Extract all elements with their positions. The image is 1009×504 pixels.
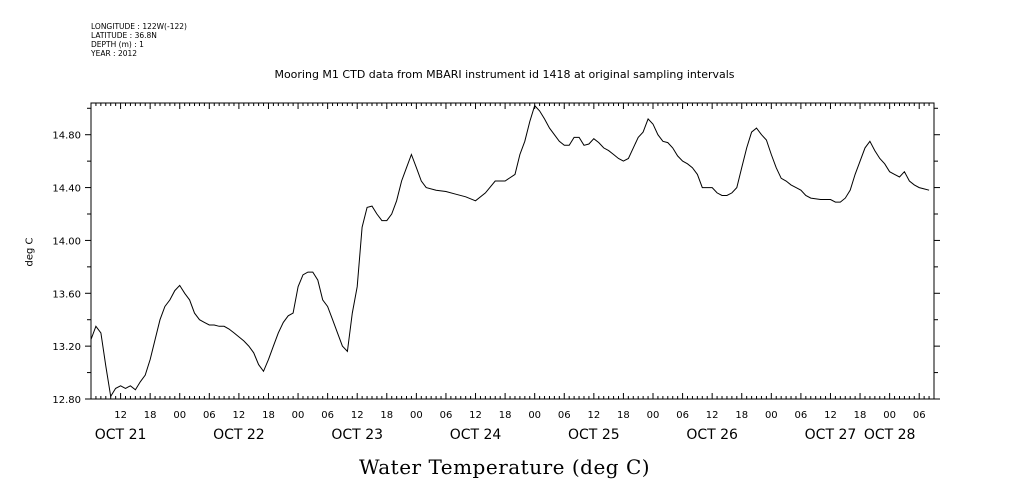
x-hour-label: 00 <box>173 410 186 421</box>
header-depth: DEPTH (m) : 1 <box>91 40 144 49</box>
series-line-water-temperature <box>90 104 930 398</box>
x-day-label: OCT 28 <box>864 427 916 443</box>
x-hour-label: 12 <box>233 410 246 421</box>
x-hour-label: 18 <box>144 410 157 421</box>
x-hour-label: 12 <box>824 410 837 421</box>
x-hour-label: 12 <box>469 410 482 421</box>
x-hour-label: 18 <box>262 410 275 421</box>
x-hour-label: 00 <box>410 410 423 421</box>
x-day-label: OCT 21 <box>95 427 147 443</box>
y-tick-label: 13.20 <box>52 342 81 353</box>
y-tick-label: 14.40 <box>52 184 81 195</box>
header-year: YEAR : 2012 <box>91 49 138 58</box>
y-tick-label: 12.80 <box>52 395 81 406</box>
y-axis-label: deg C <box>24 237 36 267</box>
x-hour-label: 18 <box>735 410 748 421</box>
x-hour-label: 18 <box>380 410 393 421</box>
x-hour-label: 06 <box>440 410 453 421</box>
x-day-label: OCT 24 <box>450 427 502 443</box>
x-hour-label: 00 <box>647 410 660 421</box>
x-hour-label: 12 <box>587 410 600 421</box>
x-hour-label: 12 <box>706 410 719 421</box>
x-day-label: OCT 23 <box>331 427 383 443</box>
x-hour-label: 18 <box>499 410 512 421</box>
x-hour-label: 00 <box>883 410 896 421</box>
x-hour-label: 18 <box>617 410 630 421</box>
x-day-label: OCT 27 <box>805 427 857 443</box>
y-tick-label: 14.00 <box>52 236 81 247</box>
x-hour-label: 06 <box>913 410 926 421</box>
x-hour-label: 18 <box>854 410 867 421</box>
header-latitude: LATITUDE : 36.8N <box>91 31 157 40</box>
plot-frame <box>90 102 935 400</box>
x-hour-label: 06 <box>676 410 689 421</box>
chart-title: Mooring M1 CTD data from MBARI instrumen… <box>274 68 735 81</box>
x-hour-label: 12 <box>114 410 127 421</box>
x-hour-label: 00 <box>765 410 778 421</box>
x-hour-label: 06 <box>795 410 808 421</box>
x-axis-label: Water Temperature (deg C) <box>358 455 651 479</box>
x-hour-label: 06 <box>321 410 334 421</box>
x-hour-label: 00 <box>292 410 305 421</box>
y-tick-label: 14.80 <box>52 131 81 142</box>
x-hour-label: 06 <box>558 410 571 421</box>
header-longitude: LONGITUDE : 122W(-122) <box>91 22 187 31</box>
x-hour-label: 06 <box>203 410 216 421</box>
y-tick-label: 13.60 <box>52 289 81 300</box>
x-hour-label: 00 <box>528 410 541 421</box>
x-day-label: OCT 26 <box>686 427 738 443</box>
x-day-label: OCT 25 <box>568 427 620 443</box>
x-hour-label: 12 <box>351 410 364 421</box>
x-day-label: OCT 22 <box>213 427 265 443</box>
